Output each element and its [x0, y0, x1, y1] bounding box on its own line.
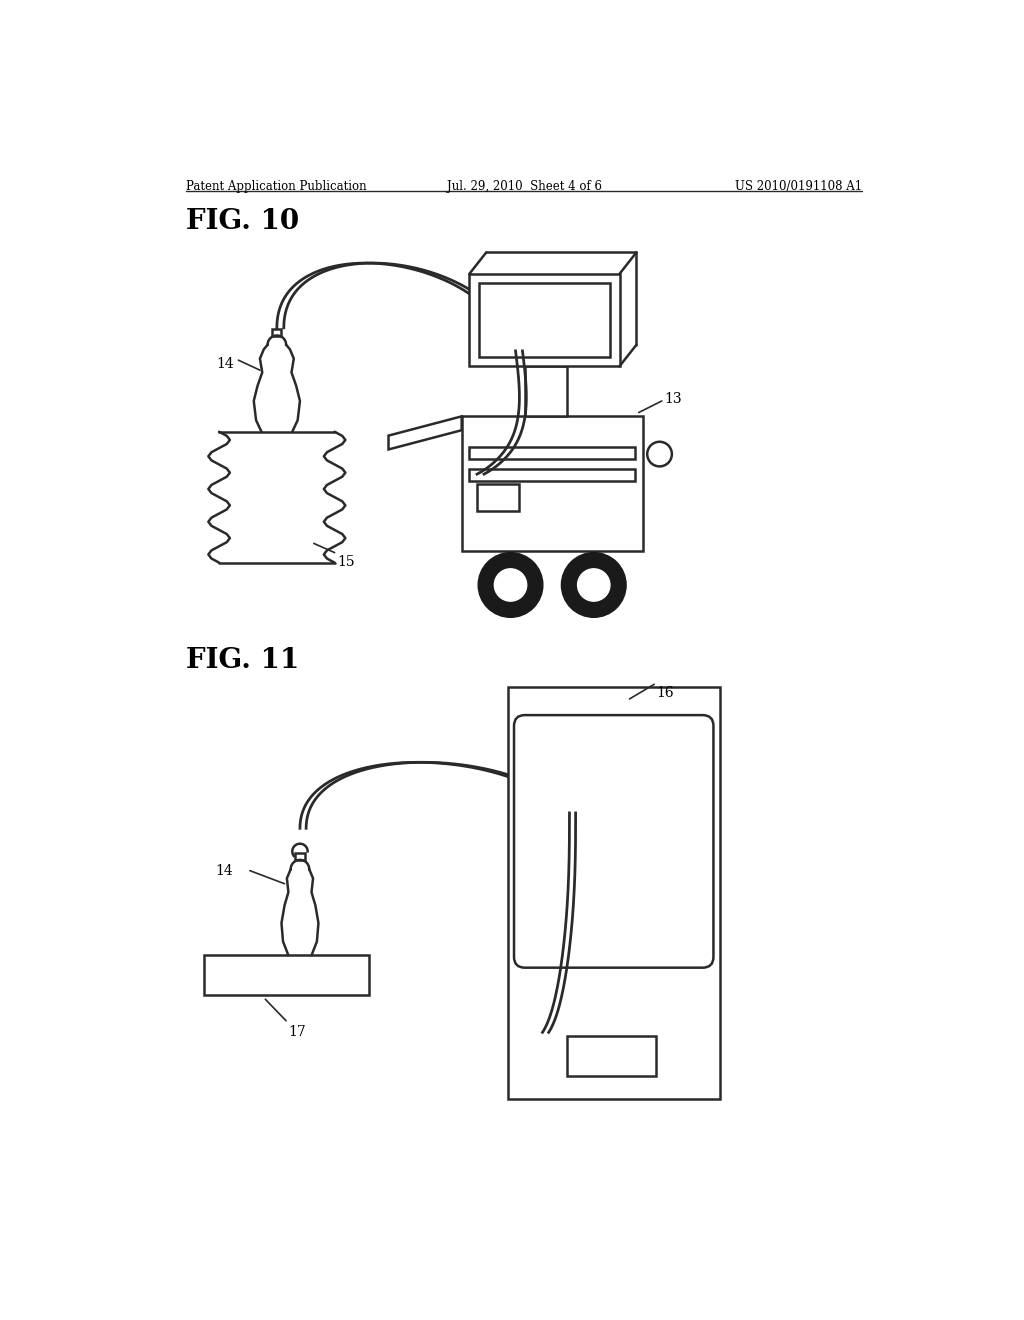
Bar — [508, 688, 720, 1100]
Circle shape — [478, 553, 543, 618]
Bar — [469, 469, 635, 480]
Text: 15: 15 — [337, 554, 354, 569]
Bar — [469, 447, 635, 459]
Text: US 2010/0191108 A1: US 2010/0191108 A1 — [735, 180, 862, 193]
Text: 14: 14 — [215, 863, 233, 878]
Circle shape — [495, 569, 526, 601]
Circle shape — [561, 553, 626, 618]
Text: 16: 16 — [656, 686, 674, 700]
Bar — [462, 416, 643, 552]
Text: Jul. 29, 2010  Sheet 4 of 6: Jul. 29, 2010 Sheet 4 of 6 — [447, 180, 602, 193]
Text: 13: 13 — [665, 392, 682, 405]
Text: FIG. 10: FIG. 10 — [186, 209, 299, 235]
Bar — [295, 853, 304, 859]
Text: Patent Application Publication: Patent Application Publication — [186, 180, 367, 193]
Bar — [567, 1036, 656, 1076]
Circle shape — [578, 569, 610, 601]
Bar — [477, 483, 519, 511]
Polygon shape — [388, 416, 462, 449]
Bar — [469, 275, 620, 367]
Text: FIG. 11: FIG. 11 — [186, 647, 299, 675]
Bar — [478, 284, 610, 358]
Bar — [204, 956, 370, 995]
Circle shape — [647, 442, 672, 466]
Text: 14: 14 — [217, 358, 234, 371]
Bar — [525, 367, 567, 416]
FancyBboxPatch shape — [514, 715, 714, 968]
Bar — [272, 330, 282, 335]
Text: 17: 17 — [289, 1024, 306, 1039]
